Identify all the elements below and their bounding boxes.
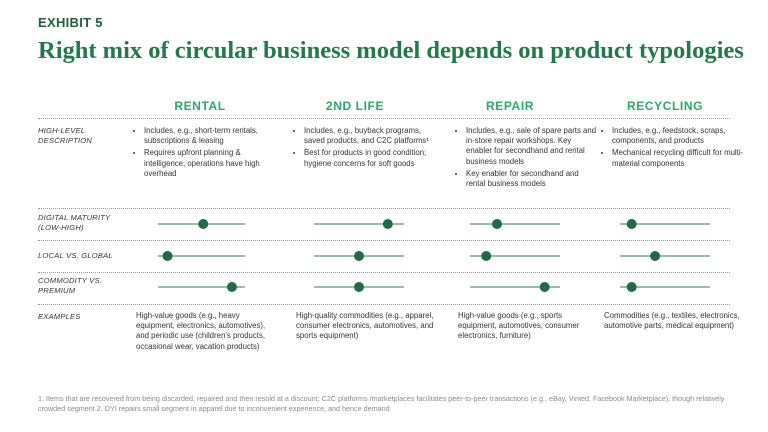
bullet-list: Includes, e.g., short-term rentals, subs… — [130, 126, 276, 181]
scale-dot — [382, 219, 393, 229]
bullet-list: Includes, e.g., buyback programs, saved … — [290, 126, 436, 171]
scale-dot — [650, 251, 661, 261]
row-label: HIGH-LEVEL DESCRIPTION — [38, 126, 93, 145]
footnote: 1. Items that are recovered from being d… — [38, 394, 725, 413]
example-text: High-value goods (e.g., heavy equipment,… — [136, 311, 266, 351]
bullet-item: Key enabler for secondhand and rental bu… — [466, 169, 598, 189]
example-text: High-value goods (e.g., sports equipment… — [458, 311, 580, 341]
row-separator — [38, 272, 730, 273]
row-label: EXAMPLES — [38, 312, 81, 321]
bullet-item: Requires upfront planning & intelligence… — [144, 148, 276, 179]
row-label: LOCAL VS. GLOBAL — [38, 251, 113, 260]
bullet-item: Includes, e.g., buyback programs, saved … — [304, 126, 436, 146]
bullet-item: Mechanical recycling difficult for multi… — [612, 148, 744, 168]
bullet-list: Includes, e.g., feedstock, scraps, compo… — [598, 126, 744, 171]
scale-dot — [226, 282, 237, 292]
bullet-item: Includes, e.g., sale of spare parts and … — [466, 126, 598, 167]
example-text: Commodities (e.g., textiles, electronics… — [604, 311, 740, 331]
scale-dot — [539, 282, 550, 292]
column-header: RENTAL — [174, 99, 226, 113]
scale-dot — [626, 219, 637, 229]
bullet-item: Includes, e.g., short-term rentals, subs… — [144, 126, 276, 146]
bullet-item: Includes, e.g., feedstock, scraps, compo… — [612, 126, 744, 146]
column-header: 2ND LIFE — [325, 99, 385, 113]
scale-dot — [626, 282, 637, 292]
row-separator — [38, 304, 730, 305]
row-separator — [38, 118, 730, 119]
row-label: COMMODITY VS. PREMIUM — [38, 276, 103, 295]
exhibit-label: EXHIBIT 5 — [38, 15, 103, 30]
column-header: RECYCLING — [626, 99, 704, 113]
row-label: DIGITAL MATURITY (LOW-HIGH) — [38, 213, 111, 232]
column-header: REPAIR — [485, 99, 535, 113]
scale-dot — [198, 219, 209, 229]
scale-dot — [354, 251, 364, 261]
scale-dot — [354, 282, 364, 292]
bullet-list: Includes, e.g., sale of spare parts and … — [452, 126, 598, 191]
scale-dot — [481, 251, 492, 261]
example-text: High-quality commodities (e.g., apparel,… — [296, 311, 434, 341]
scale-dot — [492, 219, 502, 229]
scale-dot — [162, 251, 173, 261]
page-title: Right mix of circular business model dep… — [38, 37, 744, 64]
row-separator — [38, 240, 730, 241]
row-separator — [38, 208, 730, 209]
bullet-item: Best for products in good condition; hyg… — [304, 148, 436, 168]
